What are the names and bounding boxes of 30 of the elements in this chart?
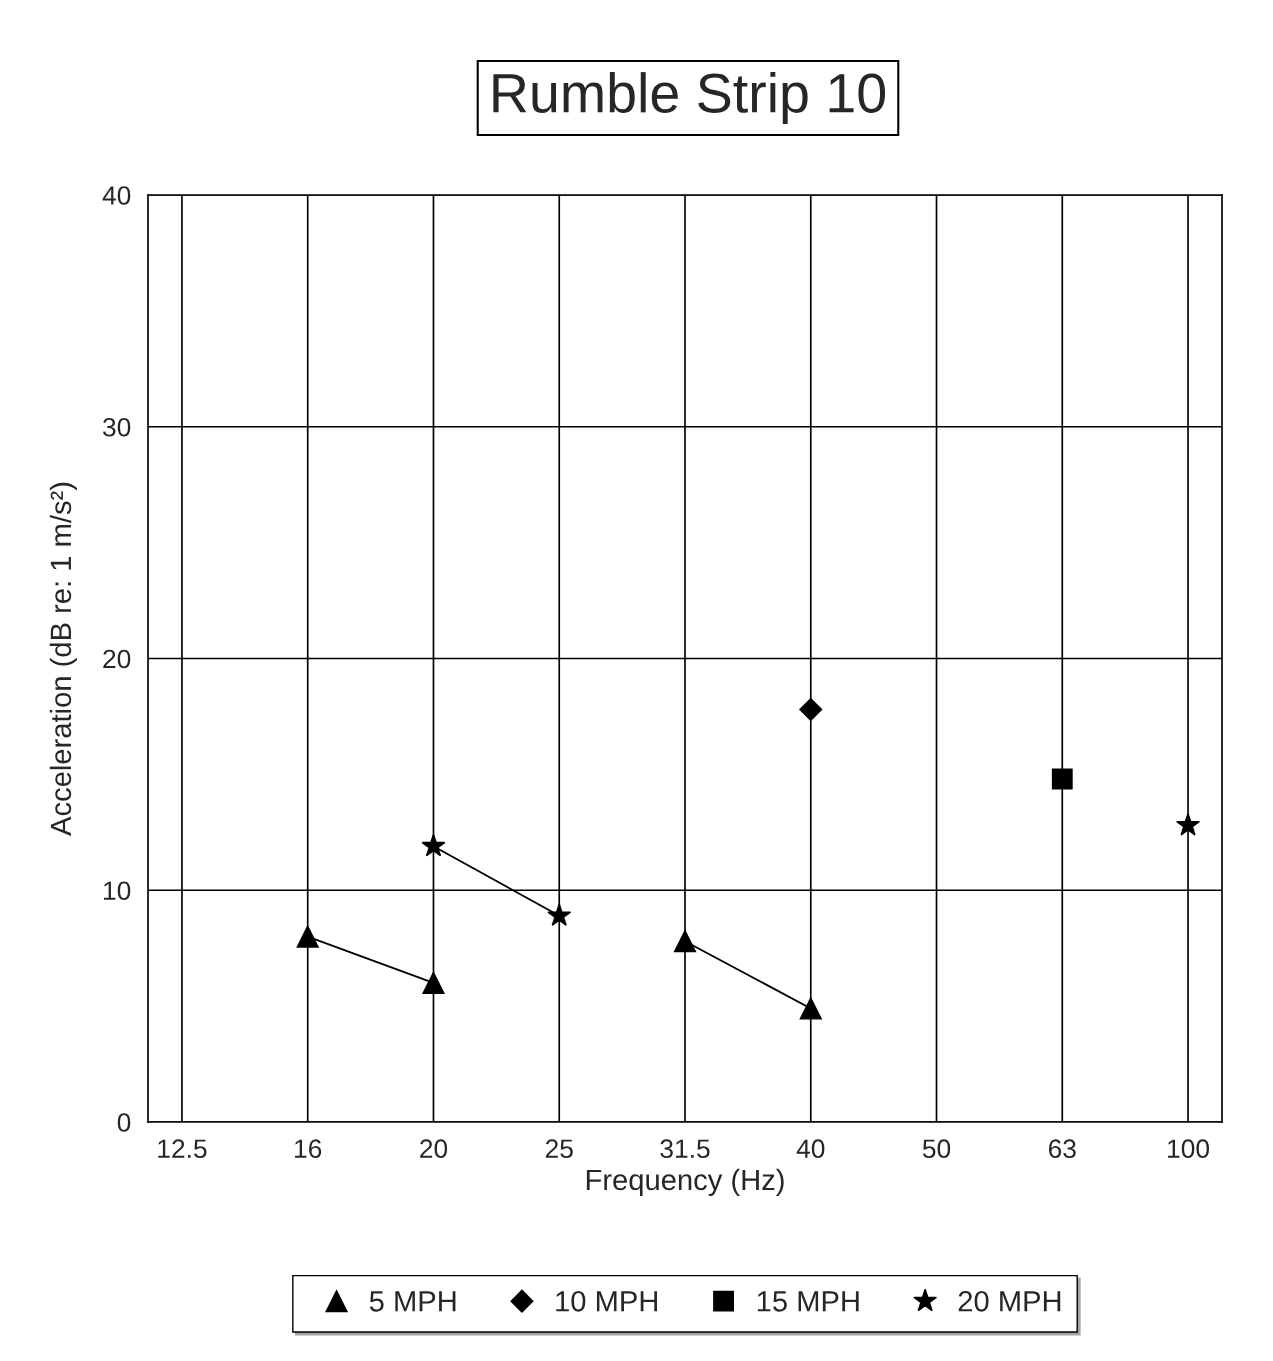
x-tick-label: 31.5 <box>660 1139 710 1159</box>
x-tick-label: 25 <box>545 1139 573 1159</box>
legend-label: 5 MPH <box>369 1291 456 1312</box>
x-axis-title: Frequency (Hz) <box>586 1168 784 1197</box>
legend-label: 20 MPH <box>958 1290 1061 1312</box>
y-tick-label: 40 <box>102 186 131 205</box>
x-tick-label: 63 <box>1048 1139 1076 1159</box>
x-tick-label: 40 <box>796 1139 825 1159</box>
x-tick-label: 12.5 <box>158 1139 207 1159</box>
x-tick-label: 100 <box>1168 1139 1210 1159</box>
point <box>799 697 823 721</box>
x-tick-label: 20 <box>420 1139 448 1159</box>
x-tick-label: 16 <box>295 1139 322 1159</box>
legend-label: 10 MPH <box>556 1290 658 1312</box>
point <box>422 971 445 995</box>
point <box>1176 812 1200 836</box>
point <box>547 903 572 926</box>
y-tick-label: 30 <box>102 417 131 437</box>
x-tick-label: 50 <box>922 1139 951 1159</box>
point <box>673 930 697 953</box>
point <box>1051 768 1073 790</box>
y-axis-title: Acceleration (dB re: 1 m/s²) <box>49 482 77 836</box>
chart-title: Rumble Strip 10 <box>493 72 885 124</box>
point <box>421 833 446 857</box>
point <box>799 997 822 1020</box>
y-tick-label: 20 <box>103 649 131 669</box>
y-tick-label: 10 <box>104 881 131 901</box>
y-tick-label: 0 <box>117 1113 131 1132</box>
legend-label: 15 MPH <box>757 1291 859 1312</box>
point <box>296 925 319 948</box>
